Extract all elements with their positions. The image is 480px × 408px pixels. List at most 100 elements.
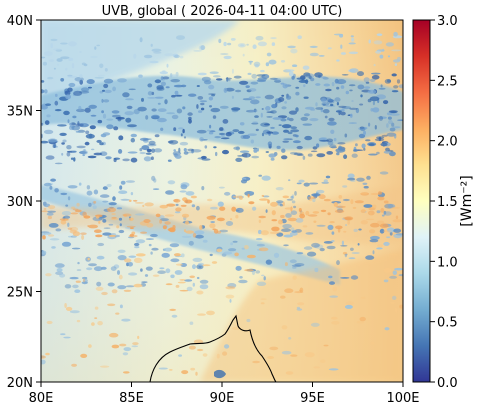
cloud-speckle [125, 285, 135, 288]
cloud-speckle [352, 206, 357, 209]
cloud-speckle [383, 200, 389, 204]
cloud-speckle [179, 279, 186, 281]
cloud-speckle [388, 253, 398, 256]
cloud-speckle [344, 304, 353, 309]
cloud-speckle [104, 89, 112, 94]
cloud-speckle [292, 64, 298, 67]
cloud-speckle [365, 81, 370, 84]
cloud-speckle [257, 77, 267, 81]
cloud-speckle [154, 134, 160, 138]
cloud-speckle [88, 263, 97, 267]
cloud-speckle [366, 175, 371, 180]
cloud-speckle [127, 262, 133, 267]
cloud-speckle [271, 42, 276, 46]
cloud-speckle [226, 77, 229, 82]
cloud-speckle [196, 276, 200, 280]
cloud-speckle [381, 214, 385, 217]
cloud-speckle [135, 239, 146, 244]
cloud-speckle [399, 304, 403, 309]
cloud-speckle [251, 270, 256, 276]
cloud-speckle [246, 43, 249, 46]
cloud-speckle [315, 83, 321, 86]
cloud-speckle [151, 148, 156, 153]
cloud-speckle [133, 257, 143, 263]
cloud-speckle [376, 247, 383, 250]
cloud-speckle [51, 246, 56, 249]
cloud-speckle [206, 129, 211, 132]
cloud-speckle [41, 140, 49, 144]
cloud-speckle [269, 346, 279, 351]
cloud-speckle [376, 220, 385, 225]
cloud-speckle [76, 319, 81, 323]
cloud-speckle [354, 200, 364, 204]
cloud-speckle [70, 157, 74, 160]
cloud-speckle [212, 228, 216, 231]
cloud-speckle [45, 155, 55, 160]
cloud-speckle [320, 76, 327, 79]
cloud-speckle [88, 86, 92, 89]
cloud-speckle [174, 270, 183, 275]
cloud-speckle [291, 230, 297, 233]
cloud-speckle [393, 85, 399, 89]
cloud-speckle [162, 225, 167, 230]
cloud-speckle [330, 129, 335, 134]
cloud-speckle [47, 138, 58, 143]
cloud-speckle [238, 279, 248, 284]
cloud-speckle [118, 190, 128, 194]
cloud-speckle [363, 147, 366, 151]
cloud-speckle [296, 154, 304, 156]
cloud-speckle [386, 132, 397, 137]
cloud-speckle [282, 195, 290, 199]
cloud-speckle [345, 90, 349, 95]
cloud-speckle [288, 117, 294, 122]
cloud-speckle [391, 73, 397, 77]
cloud-speckle [369, 78, 376, 83]
cloud-speckle [233, 146, 240, 150]
cloud-speckle [196, 205, 200, 211]
cloud-speckle [159, 71, 168, 75]
cloud-speckle [122, 158, 130, 162]
cloud-speckle [159, 219, 163, 224]
cloud-speckle [173, 198, 181, 203]
cloud-speckle [44, 89, 48, 94]
cloud-speckle [54, 188, 59, 193]
cloud-speckle [111, 344, 120, 349]
cloud-speckle [308, 75, 312, 79]
cloud-speckle [89, 133, 93, 139]
cloud-speckle [325, 88, 332, 92]
cloud-speckle [256, 74, 266, 77]
cloud-speckle [340, 52, 346, 55]
cloud-speckle [220, 53, 229, 55]
cloud-speckle [118, 135, 124, 141]
cloud-speckle [46, 212, 54, 216]
cloud-speckle [179, 289, 189, 292]
cloud-speckle [296, 77, 304, 80]
cloud-speckle [188, 240, 194, 246]
cloud-speckle [192, 232, 197, 238]
cloud-speckle [67, 185, 78, 189]
cloud-speckle [248, 201, 255, 205]
cloud-speckle [338, 105, 347, 108]
cloud-speckle [357, 243, 360, 246]
cloud-speckle [225, 132, 232, 137]
cloud-speckle [395, 233, 403, 236]
cloud-speckle [164, 214, 175, 217]
cloud-speckle [350, 35, 354, 38]
cloud-speckle [360, 94, 363, 98]
cloud-speckle [268, 59, 277, 65]
cloud-speckle [123, 371, 130, 374]
cloud-speckle [215, 151, 218, 157]
cloud-speckle [166, 63, 169, 68]
cloud-speckle [235, 214, 239, 219]
cloud-speckle [232, 240, 238, 243]
cloud-speckle [311, 242, 320, 248]
cloud-speckle [45, 103, 51, 106]
cloud-speckle [379, 54, 384, 59]
cloud-speckle [339, 34, 344, 38]
cloud-speckle [61, 211, 72, 216]
cloud-speckle [216, 353, 220, 359]
cloud-speckle [303, 84, 306, 88]
cloud-speckle [126, 225, 136, 228]
cloud-speckle [119, 304, 123, 309]
cloud-speckle [146, 148, 152, 153]
